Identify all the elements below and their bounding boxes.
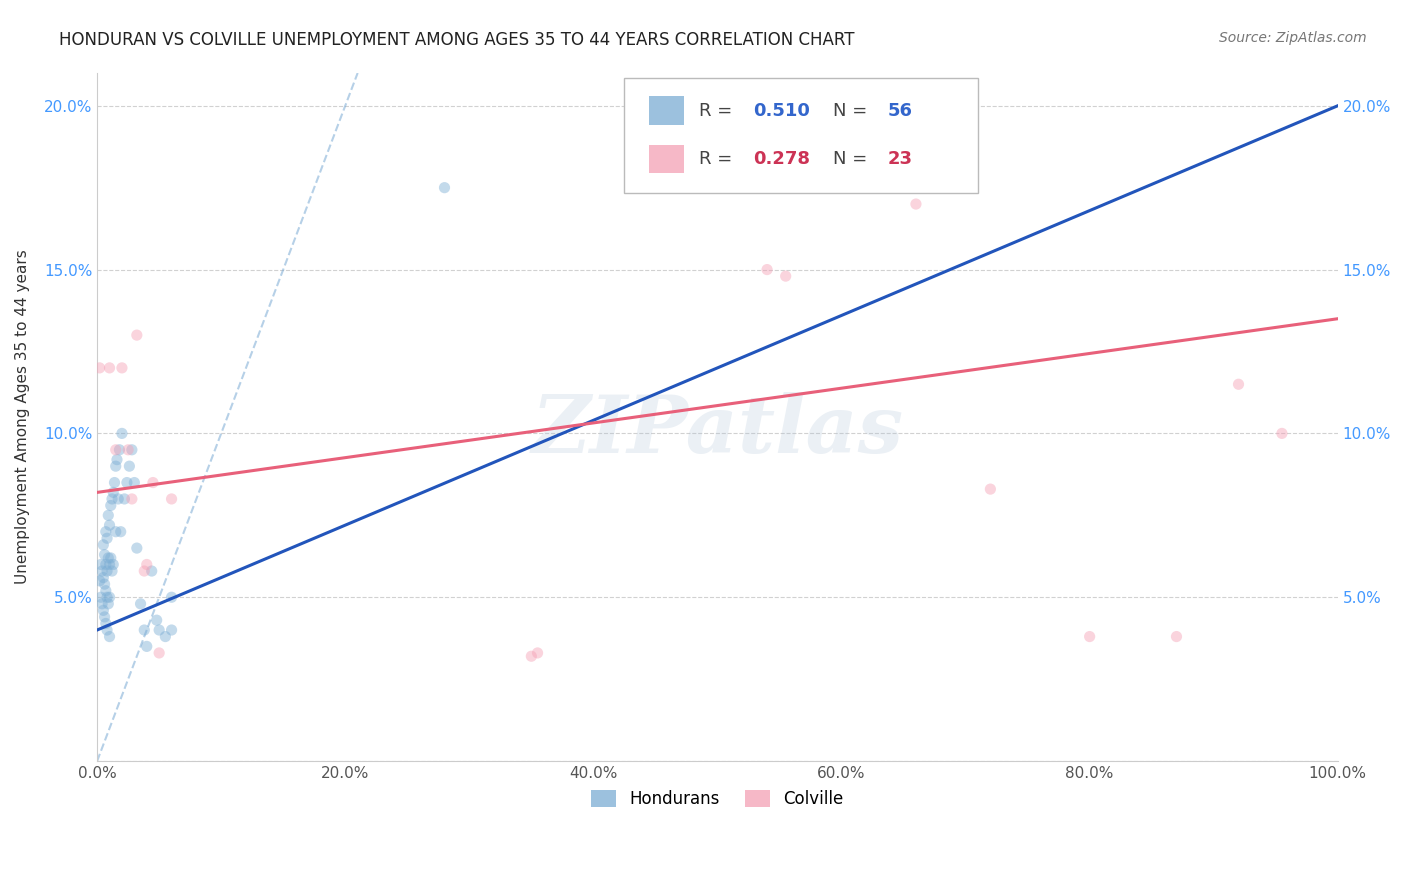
- Point: [112, 491, 135, 506]
- Text: 23: 23: [887, 150, 912, 168]
- Point: [141, 564, 163, 578]
- Point: [148, 623, 170, 637]
- Point: [96, 591, 118, 605]
- Point: [1078, 630, 1101, 644]
- Point: [91, 564, 114, 578]
- Point: [90, 591, 112, 605]
- Point: [93, 548, 115, 562]
- Point: [155, 630, 177, 644]
- Point: [134, 623, 156, 637]
- FancyBboxPatch shape: [650, 96, 683, 125]
- Point: [868, 180, 890, 194]
- Point: [121, 491, 143, 506]
- Point: [160, 623, 183, 637]
- Point: [91, 597, 114, 611]
- Point: [91, 571, 114, 585]
- Point: [98, 591, 121, 605]
- Point: [97, 597, 120, 611]
- Point: [110, 524, 132, 539]
- Point: [97, 550, 120, 565]
- Point: [104, 459, 127, 474]
- Text: R =: R =: [699, 102, 738, 120]
- Y-axis label: Unemployment Among Ages 35 to 44 years: Unemployment Among Ages 35 to 44 years: [15, 250, 30, 584]
- Point: [148, 646, 170, 660]
- Point: [121, 442, 143, 457]
- Point: [135, 640, 157, 654]
- Text: N =: N =: [832, 102, 873, 120]
- Point: [1166, 630, 1188, 644]
- Point: [520, 649, 543, 664]
- Point: [117, 442, 139, 457]
- Point: [100, 499, 122, 513]
- Point: [98, 630, 121, 644]
- Point: [101, 564, 124, 578]
- Text: 0.510: 0.510: [754, 102, 810, 120]
- Text: N =: N =: [832, 150, 873, 168]
- Text: ZIPatlas: ZIPatlas: [531, 392, 904, 469]
- Point: [433, 180, 456, 194]
- Point: [134, 564, 156, 578]
- Point: [103, 558, 125, 572]
- Point: [129, 597, 152, 611]
- Point: [94, 583, 117, 598]
- Point: [103, 475, 125, 490]
- Point: [96, 564, 118, 578]
- Text: 0.278: 0.278: [754, 150, 810, 168]
- Point: [94, 558, 117, 572]
- Text: Source: ZipAtlas.com: Source: ZipAtlas.com: [1219, 31, 1367, 45]
- Point: [94, 524, 117, 539]
- Point: [91, 603, 114, 617]
- Point: [93, 610, 115, 624]
- Point: [91, 538, 114, 552]
- Point: [160, 491, 183, 506]
- Text: HONDURAN VS COLVILLE UNEMPLOYMENT AMONG AGES 35 TO 44 YEARS CORRELATION CHART: HONDURAN VS COLVILLE UNEMPLOYMENT AMONG …: [59, 31, 855, 49]
- Point: [145, 613, 167, 627]
- Point: [118, 459, 141, 474]
- Point: [124, 475, 146, 490]
- Point: [160, 591, 183, 605]
- Point: [526, 646, 548, 660]
- Point: [1227, 377, 1250, 392]
- Point: [107, 491, 129, 506]
- Point: [1271, 426, 1294, 441]
- Point: [104, 442, 127, 457]
- Point: [98, 518, 121, 533]
- Point: [104, 524, 127, 539]
- Point: [101, 491, 124, 506]
- Point: [775, 269, 797, 284]
- Point: [135, 558, 157, 572]
- Point: [125, 328, 148, 343]
- FancyBboxPatch shape: [624, 78, 979, 194]
- Point: [98, 360, 121, 375]
- Point: [94, 616, 117, 631]
- Point: [100, 550, 122, 565]
- Point: [142, 475, 165, 490]
- Point: [96, 531, 118, 545]
- Point: [115, 475, 138, 490]
- Text: R =: R =: [699, 150, 738, 168]
- Point: [89, 360, 111, 375]
- Point: [98, 558, 121, 572]
- Point: [89, 574, 111, 588]
- Legend: Hondurans, Colville: Hondurans, Colville: [585, 783, 851, 814]
- Point: [93, 577, 115, 591]
- Point: [105, 452, 128, 467]
- Text: 56: 56: [887, 102, 912, 120]
- FancyBboxPatch shape: [650, 145, 683, 173]
- Point: [979, 482, 1001, 496]
- Point: [103, 485, 125, 500]
- Point: [97, 508, 120, 523]
- Point: [904, 197, 927, 211]
- Point: [90, 558, 112, 572]
- Point: [111, 426, 134, 441]
- Point: [108, 442, 131, 457]
- Point: [111, 360, 134, 375]
- Point: [96, 623, 118, 637]
- Point: [756, 262, 779, 277]
- Point: [125, 541, 148, 555]
